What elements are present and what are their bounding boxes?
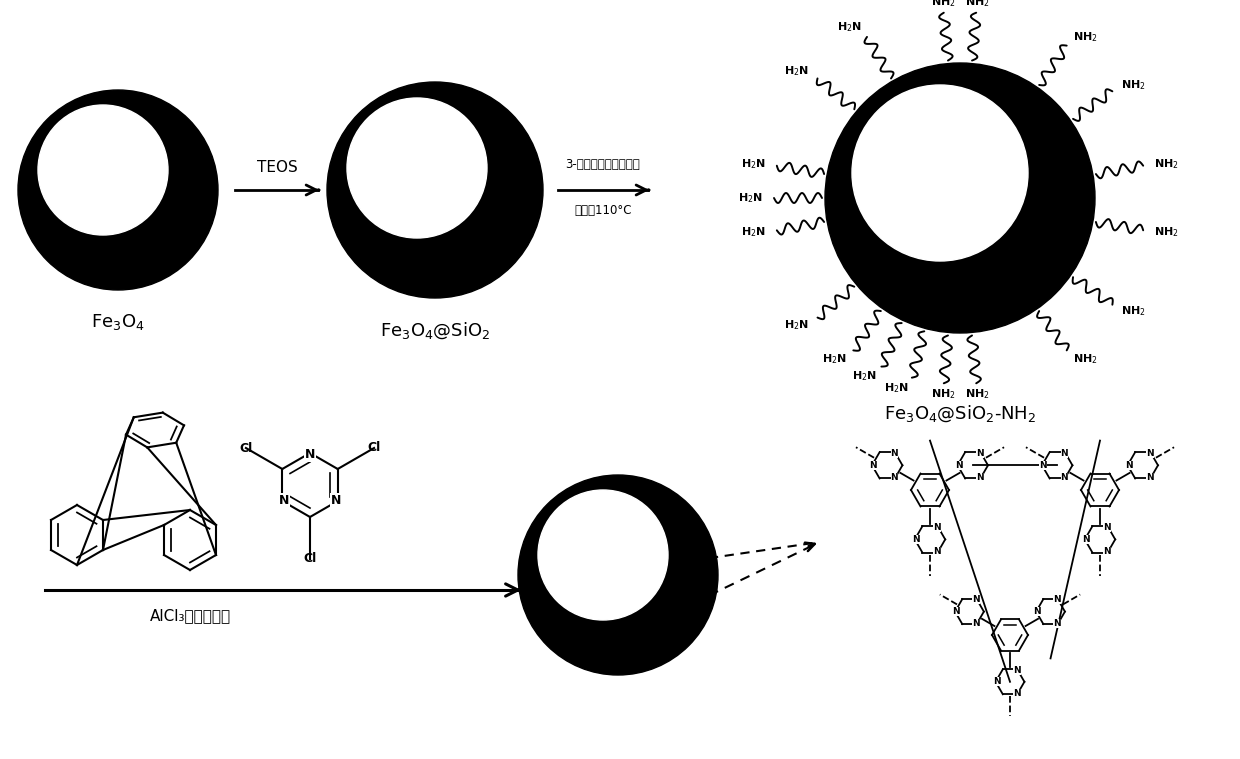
Text: N: N (1060, 449, 1068, 458)
Text: N: N (1146, 449, 1153, 458)
Circle shape (852, 85, 1028, 261)
Text: N: N (1125, 461, 1132, 470)
Text: N: N (869, 461, 877, 470)
Circle shape (825, 63, 1095, 333)
Circle shape (327, 82, 543, 298)
Text: N: N (993, 677, 1001, 686)
Text: N: N (976, 449, 983, 458)
Text: Cl: Cl (367, 442, 381, 455)
Text: Fe$_3$O$_4$@SiO$_2$-NH$_2$: Fe$_3$O$_4$@SiO$_2$-NH$_2$ (884, 403, 1037, 424)
Text: NH$_2$: NH$_2$ (965, 0, 990, 8)
Text: N: N (952, 607, 960, 616)
Text: NH$_2$: NH$_2$ (1073, 30, 1097, 43)
Text: N: N (1039, 461, 1047, 470)
Text: N: N (1054, 619, 1061, 628)
Text: H$_2$N: H$_2$N (738, 191, 763, 205)
Text: TEOS: TEOS (257, 160, 298, 175)
Circle shape (19, 90, 218, 290)
Text: Fe$_3$O$_4$@SiO$_2$: Fe$_3$O$_4$@SiO$_2$ (379, 320, 490, 341)
Text: N: N (972, 596, 980, 604)
Text: NH$_2$: NH$_2$ (930, 0, 955, 8)
Text: 3-氨丙基三甲氧基硅烷: 3-氨丙基三甲氧基硅烷 (565, 158, 640, 171)
Text: N: N (1104, 523, 1111, 531)
Text: 甲苯，110°C: 甲苯，110°C (574, 204, 631, 217)
Text: Cl: Cl (239, 442, 253, 455)
Text: H$_2$N: H$_2$N (742, 157, 766, 171)
Text: H$_2$N: H$_2$N (822, 352, 847, 367)
Text: NH$_2$: NH$_2$ (1121, 78, 1146, 92)
Text: N: N (911, 535, 920, 544)
Text: H$_2$N: H$_2$N (742, 225, 766, 239)
Text: N: N (331, 493, 341, 506)
Text: N: N (972, 619, 980, 628)
Text: NH$_2$: NH$_2$ (930, 387, 955, 402)
Text: Cl: Cl (304, 553, 316, 565)
Text: NH$_2$: NH$_2$ (1073, 352, 1097, 367)
Circle shape (38, 105, 167, 235)
Text: Fe$_3$O$_4$: Fe$_3$O$_4$ (91, 312, 145, 332)
Text: NH$_2$: NH$_2$ (1154, 225, 1179, 239)
Text: H$_2$N: H$_2$N (784, 318, 808, 332)
Text: N: N (279, 493, 289, 506)
Text: N: N (1054, 596, 1061, 604)
Text: N: N (1146, 473, 1153, 482)
Text: N: N (1083, 535, 1090, 544)
Text: N: N (1060, 473, 1068, 482)
Circle shape (518, 475, 718, 675)
Text: N: N (1013, 689, 1021, 698)
Text: N: N (890, 449, 898, 458)
Text: H$_2$N: H$_2$N (784, 65, 808, 78)
Text: N: N (1013, 666, 1021, 675)
Text: N: N (976, 473, 983, 482)
Text: NH$_2$: NH$_2$ (965, 387, 990, 402)
Text: H$_2$N: H$_2$N (837, 20, 862, 34)
Text: N: N (934, 547, 941, 556)
Circle shape (538, 490, 668, 620)
Text: N: N (1033, 607, 1040, 616)
Text: H$_2$N: H$_2$N (884, 381, 909, 395)
Text: N: N (1104, 547, 1111, 556)
Text: H$_2$N: H$_2$N (852, 370, 877, 383)
Text: NH$_2$: NH$_2$ (1121, 304, 1146, 318)
Text: AlCl₃，二氯甲烷: AlCl₃，二氯甲烷 (150, 608, 231, 623)
Text: N: N (890, 473, 898, 482)
Text: NH$_2$: NH$_2$ (1154, 157, 1179, 171)
Text: N: N (305, 449, 315, 461)
Text: N: N (934, 523, 941, 531)
Circle shape (347, 98, 487, 238)
Text: N: N (955, 461, 962, 470)
